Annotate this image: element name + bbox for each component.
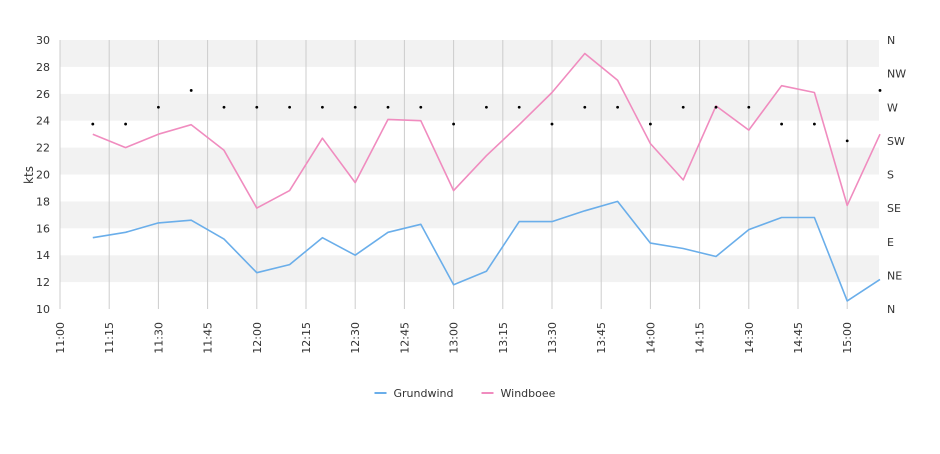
direction-dot [780, 122, 783, 126]
x-tick-label: 15:00 [841, 322, 854, 354]
direction-dot [583, 105, 587, 109]
legend: Grundwind Windboee [374, 387, 556, 400]
x-tick-label: 13:00 [448, 322, 461, 354]
x-axis-ticks: 11:00 11:15 11:30 11:45 12:00 12:15 12:30 12:45… [54, 322, 854, 354]
x-tick-label: 11:15 [103, 322, 116, 354]
direction-dot [353, 105, 357, 109]
grid-bands [60, 40, 879, 309]
x-tick-label: 14:45 [792, 322, 805, 354]
legend-item-windboee: Windboee [481, 387, 556, 400]
direction-dot [681, 105, 685, 109]
grid-band [60, 147, 879, 175]
direction-dot [485, 105, 488, 109]
direction-tick-label: N [887, 303, 895, 316]
y-axis-label: kts [22, 166, 36, 184]
x-tick-label: 12:00 [251, 322, 264, 354]
grid-vertical [59, 40, 848, 309]
x-tick-label: 12:15 [300, 322, 313, 354]
y-tick-label: 18 [36, 195, 50, 208]
direction-dot [189, 89, 193, 92]
direction-dot [452, 122, 455, 126]
direction-dot [747, 105, 751, 109]
direction-dot [517, 105, 521, 109]
direction-dots [91, 89, 882, 143]
direction-dot [616, 105, 619, 109]
direction-dot [813, 122, 816, 126]
direction-dot [550, 122, 554, 126]
y-axis-ticks: 10 12 14 16 18 20 22 24 26 28 30 [36, 34, 50, 316]
direction-dot [91, 122, 95, 126]
y-tick-label: 26 [36, 88, 50, 101]
grid-band [60, 40, 879, 67]
x-tick-label: 13:45 [595, 322, 608, 354]
grid-band [60, 228, 879, 256]
x-tick-label: 12:45 [398, 322, 411, 354]
series-group [92, 52, 881, 302]
direction-dot [845, 139, 849, 143]
x-tick-label: 12:30 [349, 322, 362, 354]
y-tick-label: 14 [36, 249, 50, 262]
direction-axis-ticks: N NE E SE S SW W NW N [887, 34, 906, 316]
x-tick-label: 13:30 [546, 322, 559, 354]
x-tick-label: 11:30 [152, 322, 165, 354]
direction-dot [157, 105, 160, 109]
direction-dot [878, 89, 882, 92]
y-tick-label: 22 [36, 142, 50, 155]
y-tick-label: 24 [36, 115, 50, 128]
x-tick-label: 11:00 [54, 322, 67, 354]
direction-dot [419, 105, 423, 109]
x-tick-label: 13:15 [497, 322, 510, 354]
y-tick-label: 20 [36, 169, 50, 182]
direction-tick-label: S [887, 169, 894, 182]
x-tick-label: 14:30 [743, 322, 756, 354]
x-tick-label: 11:45 [202, 322, 215, 354]
grid-band [60, 93, 879, 121]
y-tick-label: 16 [36, 222, 50, 235]
direction-dot [714, 105, 718, 109]
legend-label: Windboee [501, 387, 556, 400]
y-tick-label: 12 [36, 276, 50, 289]
x-tick-label: 14:15 [694, 322, 707, 354]
grid-band [60, 282, 879, 309]
direction-dot [124, 122, 127, 126]
direction-dot [649, 122, 652, 126]
direction-dot [288, 105, 291, 109]
direction-tick-label: SE [887, 202, 901, 215]
series-line-grundwind [92, 200, 881, 302]
direction-tick-label: NW [887, 68, 906, 81]
direction-tick-label: N [887, 34, 895, 47]
direction-tick-label: SW [887, 135, 905, 148]
x-tick-label: 14:00 [644, 322, 657, 354]
direction-dot [255, 105, 259, 109]
direction-tick-label: E [887, 236, 894, 249]
y-tick-label: 10 [36, 303, 50, 316]
y-tick-label: 30 [36, 34, 50, 47]
legend-label: Grundwind [394, 387, 454, 400]
direction-dot [222, 105, 226, 109]
direction-tick-label: W [887, 101, 898, 114]
series-line-windboee [92, 52, 881, 209]
grid-band [60, 66, 879, 94]
direction-tick-label: NE [887, 269, 902, 282]
grid-band [60, 120, 879, 148]
grid-band [60, 201, 879, 229]
y-tick-label: 28 [36, 61, 50, 74]
direction-dot [321, 105, 324, 109]
grid-band [60, 174, 879, 202]
legend-item-grundwind: Grundwind [374, 387, 454, 400]
direction-dot [386, 105, 390, 109]
